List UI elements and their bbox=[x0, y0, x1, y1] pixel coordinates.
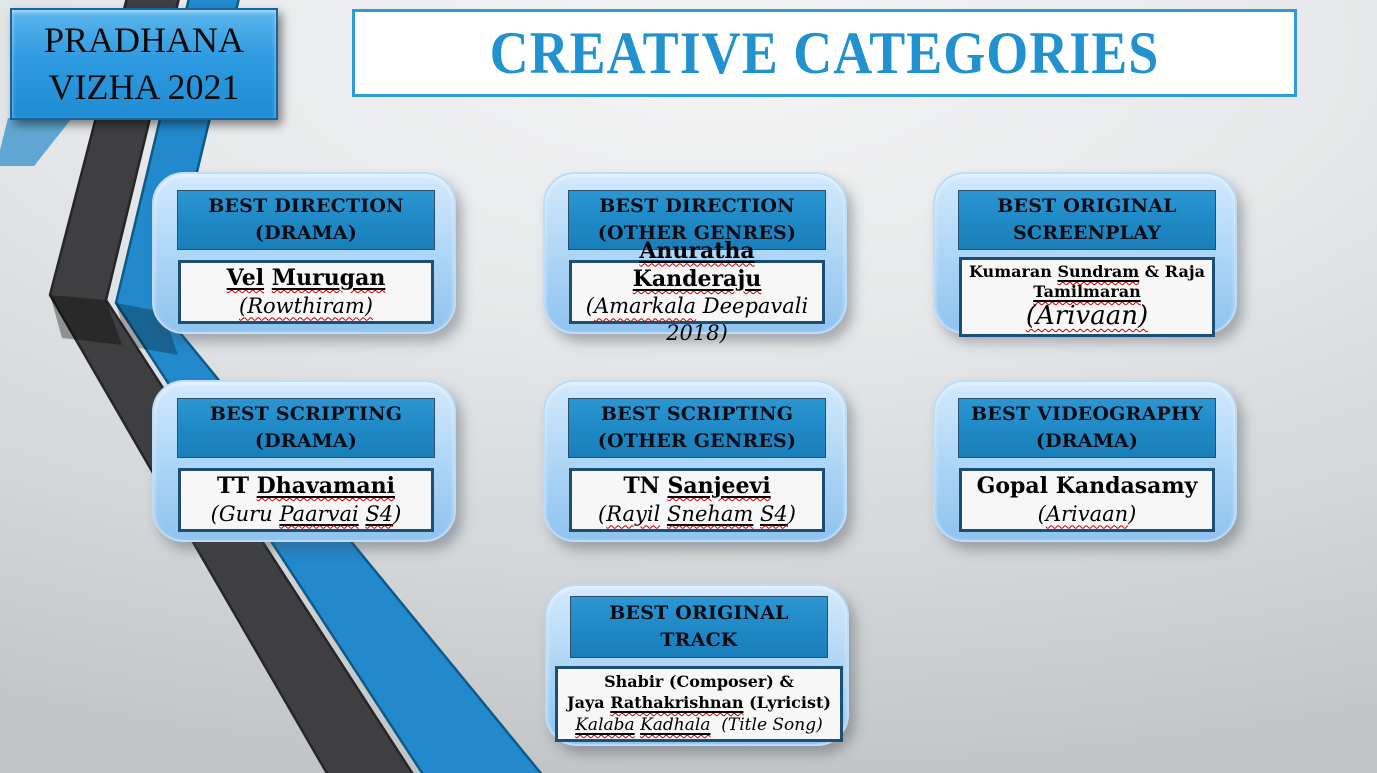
winner-line: Kumaran Sundram & Raja bbox=[969, 262, 1205, 282]
winner-box: Gopal Kandasamy (Arivaan) bbox=[959, 468, 1215, 532]
category-title-line: (DRAMA) bbox=[254, 430, 358, 452]
winner-line: (Amarkala Deepavali 2018) bbox=[585, 294, 815, 345]
winner-line: (Arivaan) bbox=[1025, 301, 1149, 332]
winner-line: Anuratha Kanderaju bbox=[632, 238, 762, 292]
award-card-best-original-track: BEST ORIGINAL TRACK Shabir (Composer) & J… bbox=[545, 584, 849, 746]
category-title-line: BEST DIRECTION bbox=[599, 195, 795, 218]
winner-box: Shabir (Composer) & Jaya Rathakrishnan (L… bbox=[555, 666, 843, 742]
ribbon-gray-band bbox=[48, 0, 414, 773]
category-title-line: (DRAMA) bbox=[254, 222, 358, 244]
winner-box: Vel Murugan (Rowthiram) bbox=[178, 260, 434, 324]
winner-line: Vel Murugan bbox=[226, 265, 386, 292]
category-title-line: BEST VIDEOGRAPHY bbox=[971, 403, 1203, 426]
category-header: BEST SCRIPTING (OTHER GENRES) bbox=[568, 398, 826, 458]
winner-line: Tamilmaran bbox=[1033, 282, 1141, 302]
category-title-line: TRACK bbox=[660, 629, 738, 651]
award-card-best-scripting-other-genres: BEST SCRIPTING (OTHER GENRES) TN Sanjeev… bbox=[543, 380, 847, 542]
winner-line: TT Dhavamani bbox=[217, 473, 395, 500]
category-header: BEST DIRECTION (DRAMA) bbox=[177, 190, 435, 250]
award-card-best-videography-drama: BEST VIDEOGRAPHY (DRAMA) Gopal Kandasamy… bbox=[933, 380, 1237, 542]
slide-title: CREATIVE CATEGORIES bbox=[489, 19, 1160, 87]
event-badge: PRADHANA VIZHA 2021 bbox=[10, 8, 278, 120]
award-card-best-direction-other-genres: BEST DIRECTION (OTHER GENRES) Anuratha K… bbox=[543, 172, 847, 345]
winner-line: (Rayil Sneham S4) bbox=[598, 501, 796, 526]
winner-box: Kumaran Sundram & Raja Tamilmaran (Arivaan… bbox=[959, 257, 1215, 337]
category-title-line: BEST DIRECTION bbox=[208, 195, 404, 218]
slide-title-box: CREATIVE CATEGORIES bbox=[352, 9, 1297, 97]
category-title-line: (DRAMA) bbox=[1035, 430, 1139, 452]
award-card-best-direction-drama: BEST DIRECTION (DRAMA) Vel Murugan (Rowth… bbox=[152, 172, 456, 334]
winner-line: Kalaba Kadhala (Title Song) bbox=[575, 714, 823, 735]
winner-line: Shabir (Composer) & bbox=[604, 672, 794, 692]
badge-blue-wedge bbox=[0, 118, 72, 166]
category-header: BEST DIRECTION (OTHER GENRES) bbox=[568, 190, 826, 250]
winner-line: (Rowthiram) bbox=[239, 293, 373, 318]
category-title-line: BEST SCRIPTING bbox=[209, 403, 403, 426]
event-badge-line2: VIZHA 2021 bbox=[48, 67, 240, 107]
winner-line: Jaya Rathakrishnan (Lyricist) bbox=[567, 692, 831, 712]
category-header: BEST SCRIPTING (DRAMA) bbox=[177, 398, 435, 458]
winner-line: TN Sanjeevi bbox=[623, 473, 771, 500]
category-header: BEST ORIGINAL TRACK bbox=[570, 596, 828, 658]
winner-line: Gopal Kandasamy bbox=[976, 473, 1198, 500]
category-title-line: (OTHER GENRES) bbox=[597, 222, 797, 244]
winner-box: TT Dhavamani (Guru Paarvai S4) bbox=[178, 468, 434, 532]
winner-line: (Guru Paarvai S4) bbox=[210, 501, 402, 526]
category-title-line: BEST ORIGINAL bbox=[997, 195, 1177, 218]
winner-box: TN Sanjeevi (Rayil Sneham S4) bbox=[569, 468, 825, 532]
category-title-line: BEST SCRIPTING bbox=[600, 403, 794, 426]
category-title-line: (OTHER GENRES) bbox=[597, 430, 797, 452]
category-header: BEST ORIGINAL SCREENPLAY bbox=[958, 190, 1216, 250]
ribbon-gray-fold-shadow bbox=[50, 295, 122, 345]
event-badge-line1: PRADHANA bbox=[43, 20, 245, 61]
winner-line: (Arivaan) bbox=[1037, 501, 1137, 526]
category-header: BEST VIDEOGRAPHY (DRAMA) bbox=[958, 398, 1216, 458]
award-card-best-original-screenplay: BEST ORIGINAL SCREENPLAY Kumaran Sundram… bbox=[933, 172, 1237, 337]
winner-box: Anuratha Kanderaju (Amarkala Deepavali 20… bbox=[569, 238, 825, 345]
category-title-line: BEST ORIGINAL bbox=[609, 602, 789, 625]
award-card-best-scripting-drama: BEST SCRIPTING (DRAMA) TT Dhavamani (Guru… bbox=[152, 380, 456, 542]
category-title-line: SCREENPLAY bbox=[1013, 222, 1161, 244]
